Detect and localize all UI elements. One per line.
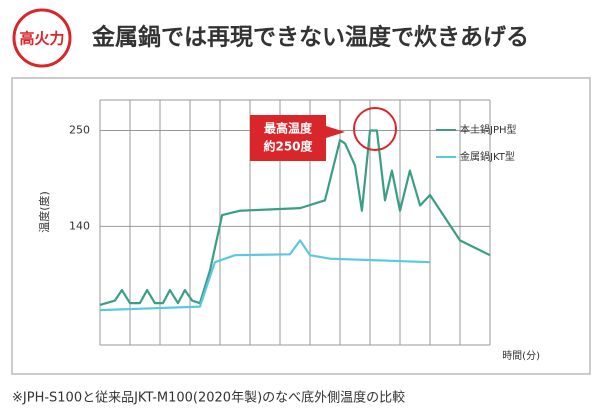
legend-label: 金属鍋JKT型	[460, 150, 515, 163]
annotation-box	[250, 115, 326, 161]
badge-circle	[12, 8, 72, 68]
chart-title: 金属鍋では再現できない温度で炊きあげる	[91, 24, 529, 51]
series-line	[99, 239, 431, 312]
series-line	[99, 129, 491, 306]
footnote: ※JPH-S100と従来品JKT-M100(2020年製)のなべ底外側温度の比較	[12, 390, 405, 406]
annotation-text: 約250度	[263, 139, 313, 154]
legend-label: 本土鍋JPH型	[460, 123, 517, 136]
y-tick-label: 250	[69, 124, 90, 137]
annotation-text: 最高温度	[264, 121, 313, 136]
y-tick-label: 140	[69, 219, 90, 232]
y-axis-label: 温度(度)	[37, 191, 51, 233]
annotation-arrow	[326, 126, 345, 138]
badge: 高火力	[19, 30, 64, 48]
annotation-circle	[353, 107, 397, 151]
x-axis-label: 時間(分)	[502, 350, 540, 362]
